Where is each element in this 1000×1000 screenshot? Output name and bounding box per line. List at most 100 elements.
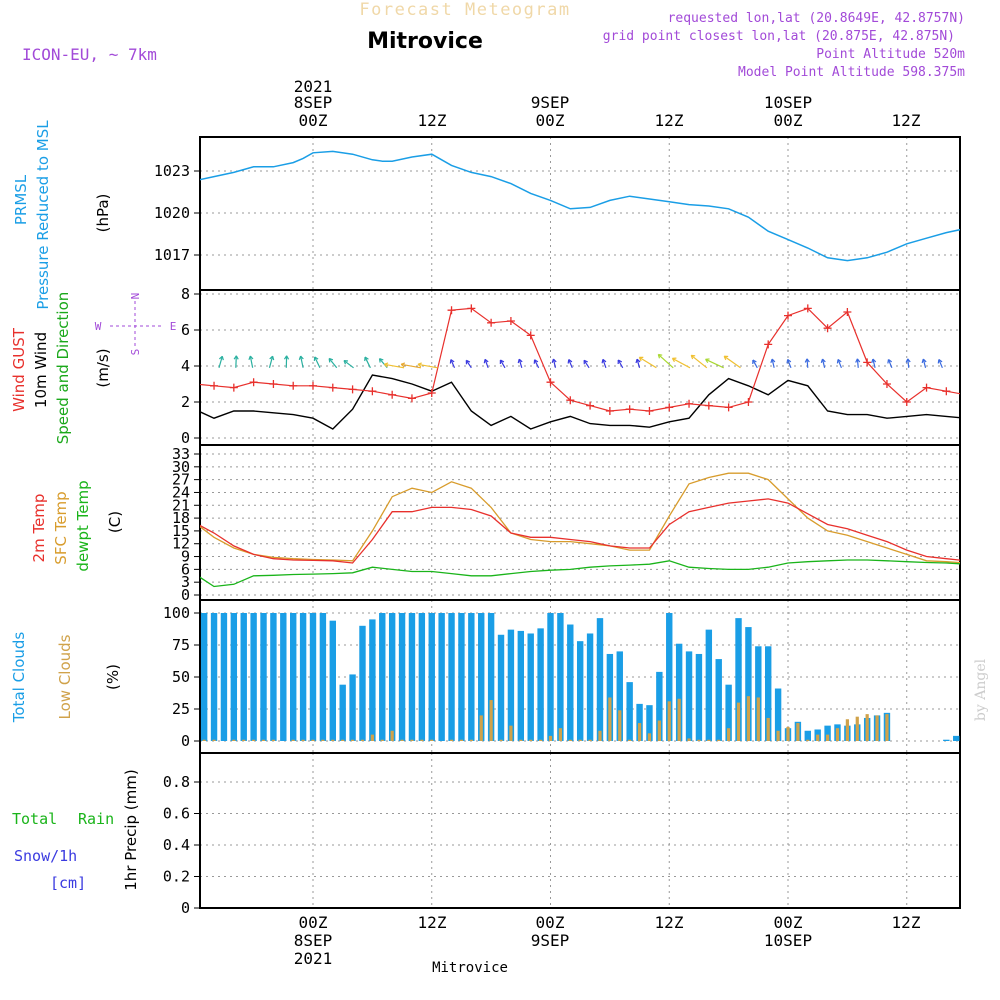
- total-cloud-bar: [319, 613, 327, 741]
- low-cloud-bar: [202, 739, 206, 741]
- low-cloud-bar: [875, 715, 879, 741]
- total-cloud-bar: [359, 625, 366, 741]
- wind-direction-arrowhead: [378, 358, 384, 363]
- chart-subtitle: Forecast Meteogram: [359, 0, 570, 20]
- wind-direction-arrowhead: [400, 362, 406, 368]
- temperature-ytick-label-6: 18: [172, 509, 190, 527]
- wind-direction-arrowhead: [887, 359, 893, 364]
- top-hour-4: 12Z: [655, 111, 684, 130]
- temp-label-dewpt: dewpt Temp: [74, 480, 92, 571]
- low-cloud-bar: [430, 739, 434, 741]
- wind-direction-arrowhead: [449, 359, 455, 364]
- low-cloud-bar: [519, 739, 523, 741]
- low-cloud-bar: [311, 739, 315, 741]
- precip-label-rain: Rain: [78, 810, 114, 828]
- wind-gust-marker: [665, 403, 674, 412]
- low-cloud-bar: [489, 700, 493, 741]
- clouds-ytick-label-0: 0: [181, 732, 190, 750]
- bottom-day-3: 10SEP: [764, 931, 812, 950]
- temp-label-2m: 2m Temp: [30, 494, 48, 563]
- total-cloud-bar: [953, 735, 960, 741]
- wind-direction-arrow: [450, 359, 456, 369]
- wind-direction-arrowhead: [383, 362, 389, 368]
- low-cloud-bar: [212, 739, 216, 741]
- pressure-panel: 1017 1020 1023: [154, 136, 961, 291]
- wind-ytick-label-2: 4: [181, 357, 190, 375]
- total-cloud-bar: [675, 643, 683, 741]
- wind-direction-arrowhead: [937, 359, 943, 364]
- wind-direction-arrow: [856, 358, 859, 368]
- bottom-hour-4: 12Z: [655, 913, 684, 932]
- wind-panel: 0 2 4 6 8: [181, 285, 961, 447]
- total-cloud-bar: [398, 613, 406, 741]
- low-cloud-bar: [331, 739, 335, 741]
- temperature-frame: [199, 444, 961, 601]
- wind-direction-arrow: [690, 354, 708, 369]
- wind-direction-arrow: [484, 359, 489, 369]
- wind-direction-arrow: [235, 355, 237, 368]
- pressure-label-desc: Pressure Reduced to MSL: [34, 120, 52, 310]
- precip-label-total: Total: [12, 810, 57, 828]
- cloud-label-low: Low Clouds: [56, 634, 74, 719]
- low-cloud-bar: [855, 716, 859, 741]
- compass-n: N: [129, 293, 142, 300]
- total-cloud-bar: [804, 730, 811, 741]
- wind-gust-marker: [427, 389, 436, 397]
- wind-gust-marker: [724, 403, 733, 412]
- pressure-line: [200, 150, 960, 262]
- total-cloud-bar: [478, 613, 485, 741]
- wind-direction-arrow: [364, 356, 371, 369]
- low-cloud-bar: [697, 739, 701, 741]
- precipitation-ytick-label-4: 0.8: [163, 773, 190, 791]
- low-cloud-bar: [479, 715, 483, 741]
- precip-label-cm: [cm]: [50, 874, 86, 892]
- low-cloud-bar: [776, 730, 780, 741]
- low-cloud-bar: [717, 739, 721, 741]
- total-cloud-bar: [468, 613, 475, 741]
- wind-direction-arrowhead: [786, 358, 792, 364]
- total-cloud-bar: [487, 613, 495, 741]
- wind-direction-arrow: [568, 359, 573, 369]
- wind-direction-arrow: [922, 358, 927, 368]
- temperature-ytick-label-4: 12: [172, 535, 190, 553]
- low-cloud-bar: [341, 739, 345, 741]
- wind-direction-arrowhead: [705, 358, 710, 364]
- total-cloud-bar: [646, 705, 653, 741]
- precip-label-snow: Snow/1h: [14, 847, 77, 865]
- wind-direction-arrow: [787, 359, 792, 369]
- low-cloud-bar: [786, 726, 790, 741]
- wind-direction-arrow: [837, 359, 842, 369]
- total-cloud-bar: [290, 613, 297, 741]
- gridpoint-coords: grid point closest lon,lat (20.875E, 42.…: [603, 29, 955, 44]
- wind-direction-arrow: [872, 358, 876, 368]
- wind-direction-arrow: [806, 358, 809, 368]
- total-cloud-bar: [666, 613, 673, 741]
- low-cloud-bar: [608, 697, 612, 741]
- compass-w: W: [95, 320, 102, 333]
- clouds-ytick-label-3: 75: [172, 636, 190, 654]
- wind-direction-arrowhead: [551, 358, 557, 364]
- wind-direction-arrow: [328, 358, 338, 369]
- wind-direction-arrow: [705, 358, 724, 369]
- low-cloud-bar: [252, 739, 256, 741]
- wind-direction-arrow: [672, 357, 691, 369]
- low-cloud-bar: [301, 739, 305, 741]
- wind-gust-marker: [546, 378, 555, 387]
- wind-label-10m: 10m Wind: [32, 332, 50, 408]
- wind-direction-arrowhead: [855, 358, 861, 363]
- wind-gust-marker: [784, 311, 792, 320]
- wind-direction-arrow: [907, 358, 910, 368]
- low-cloud-bar: [291, 739, 295, 741]
- wind-gust-marker: [328, 383, 337, 392]
- wind-direction-arrow: [723, 355, 741, 369]
- temp-label-sfc: SFC Temp: [52, 491, 70, 564]
- wind-gust-marker: [526, 331, 535, 340]
- wind-direction-arrow: [268, 356, 274, 368]
- chart-title: Mitrovice: [367, 29, 483, 54]
- wind-direction-arrow: [636, 358, 641, 368]
- wind-direction-arrow: [657, 354, 674, 369]
- low-cloud-bar: [677, 698, 681, 741]
- temperature-ytick-label-11: 33: [172, 445, 190, 463]
- low-cloud-bar: [321, 739, 325, 741]
